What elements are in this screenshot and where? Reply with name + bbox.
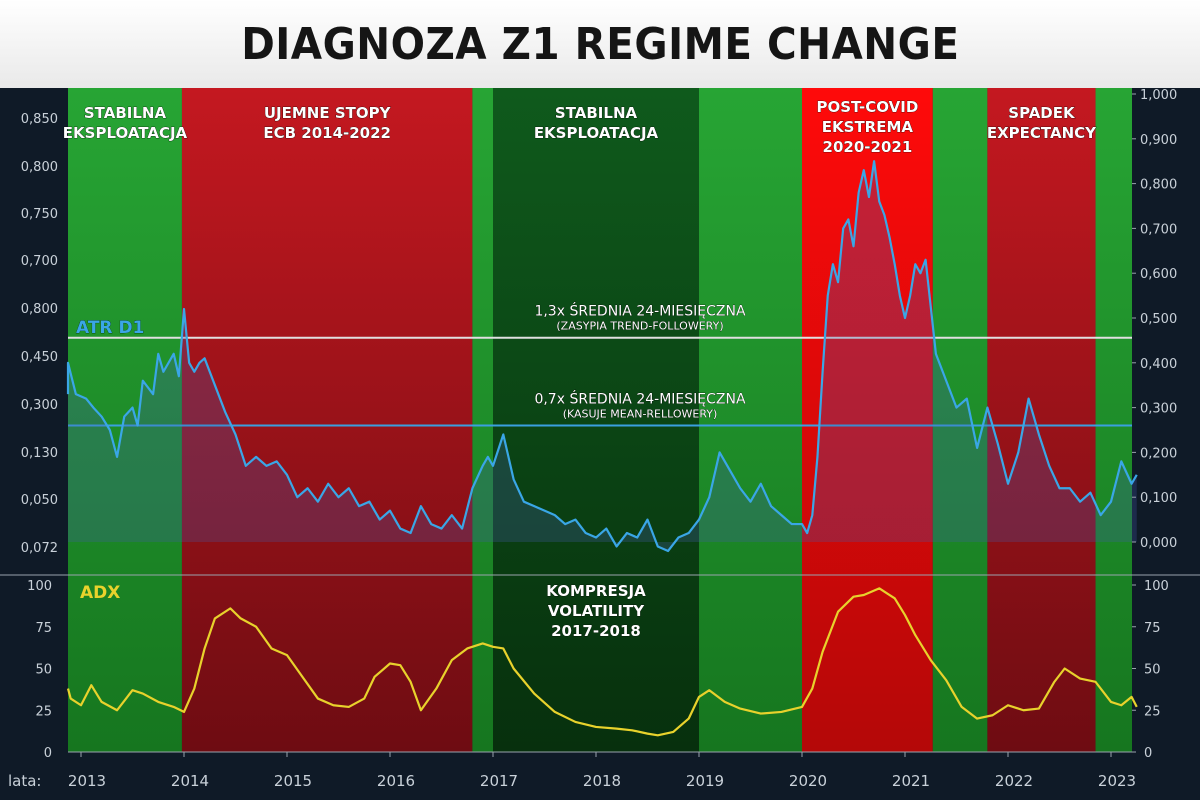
regime-label-7: EXPECTANCY	[987, 124, 1097, 142]
adx-left-tick-label: 100	[27, 579, 52, 594]
regime-band-7	[987, 88, 1096, 752]
left-axis-bg	[0, 88, 68, 760]
left-tick-label: 0,850	[21, 112, 58, 127]
right-tick-label: 1,000	[1140, 88, 1177, 103]
adx-left-tick-label: 75	[35, 621, 52, 636]
right-axis-bg	[1132, 88, 1200, 800]
left-tick-label: 0,072	[21, 541, 58, 556]
left-tick-label: 0,800	[21, 302, 58, 317]
regime-band-2	[472, 88, 493, 752]
adx-right-tick-label: 50	[1144, 663, 1161, 678]
left-tick-label: 0,130	[21, 446, 58, 461]
regime-label-1: UJEMNE STOPY	[264, 104, 392, 122]
x-tick-label: 2013	[68, 772, 106, 790]
regime-label-5: 2020-2021	[823, 138, 913, 156]
regime-band-0	[68, 88, 182, 752]
lower-threshold-label: 0,7x ŚREDNIA 24-MIESIĘCZNA	[534, 390, 745, 408]
adx-right-tick-label: 100	[1144, 579, 1169, 594]
left-tick-label: 0,300	[21, 398, 58, 413]
adx-left-tick-label: 50	[35, 663, 52, 678]
x-tick-label: 2017	[480, 772, 518, 790]
x-tick-label: 2022	[995, 772, 1033, 790]
compression-annotation: KOMPRESJA	[546, 582, 646, 600]
right-tick-label: 0,000	[1140, 536, 1177, 551]
regime-label-0: EKSPLOATACJA	[63, 124, 188, 142]
compression-annotation: VOLATILITY	[548, 602, 645, 620]
upper-threshold-label: 1,3x ŚREDNIA 24-MIESIĘCZNA	[534, 302, 745, 320]
x-tick-label: 2023	[1098, 772, 1136, 790]
x-tick-label: 2018	[583, 772, 621, 790]
right-tick-label: 0,900	[1140, 133, 1177, 148]
regime-label-0: STABILNA	[84, 104, 167, 122]
left-tick-label: 0,800	[21, 160, 58, 175]
compression-annotation: 2017-2018	[551, 622, 641, 640]
regime-band-4	[699, 88, 802, 752]
right-tick-label: 0,100	[1140, 491, 1177, 506]
regime-band-3	[493, 88, 699, 752]
right-tick-label: 0,600	[1140, 267, 1177, 282]
atr-series-line	[66, 160, 1138, 553]
adx-series-label: ADX	[80, 583, 120, 603]
adx-right-tick-label: 75	[1144, 621, 1161, 636]
regime-label-5: POST-COVID	[816, 98, 918, 116]
regime-label-3: EKSPLOATACJA	[534, 124, 659, 142]
upper-threshold-sublabel: (ZASYPIA TREND-FOLLOWERY)	[556, 320, 723, 333]
atr-area	[68, 161, 1137, 551]
chart-title: DIAGNOZA Z1 REGIME CHANGE	[240, 18, 960, 70]
x-tick-label: 2014	[171, 772, 209, 790]
right-tick-label: 0,200	[1140, 446, 1177, 461]
regime-label-7: SPADEK	[1008, 104, 1076, 122]
right-tick-label: 0,400	[1140, 357, 1177, 372]
adx-right-tick-label: 25	[1144, 704, 1161, 719]
right-tick-label: 0,300	[1140, 402, 1177, 417]
right-tick-label: 0,800	[1140, 178, 1177, 193]
adx-right-tick-label: 0	[1144, 746, 1152, 761]
left-tick-label: 0,450	[21, 350, 58, 365]
regime-label-5: EKSTREMA	[822, 118, 914, 136]
regime-label-1: ECB 2014-2022	[263, 124, 391, 142]
x-axis-title: lata:	[8, 772, 42, 790]
regime-band-1	[181, 88, 473, 752]
left-tick-label: 0,750	[21, 207, 58, 222]
x-tick-label: 2016	[377, 772, 415, 790]
x-tick-label: 2020	[789, 772, 827, 790]
left-tick-label: 0,700	[21, 254, 58, 269]
x-tick-label: 2021	[892, 772, 930, 790]
left-tick-label: 0,050	[21, 493, 58, 508]
regime-band-5	[802, 88, 933, 752]
adx-series-line	[66, 587, 1138, 737]
right-tick-label: 0,700	[1140, 222, 1177, 237]
x-tick-label: 2019	[686, 772, 724, 790]
x-axis-bg	[0, 752, 1200, 800]
title-bar: DIAGNOZA Z1 REGIME CHANGE	[0, 0, 1200, 88]
right-tick-label: 0,500	[1140, 312, 1177, 327]
adx-left-tick-label: 0	[44, 746, 52, 761]
regime-band-8	[1095, 88, 1132, 752]
x-tick-label: 2015	[274, 772, 312, 790]
regime-band-6	[932, 88, 988, 752]
adx-left-tick-label: 25	[35, 704, 52, 719]
atr-series-label: ATR D1	[76, 318, 144, 338]
regime-label-3: STABILNA	[555, 104, 638, 122]
lower-threshold-sublabel: (KASUJE MEAN-RELLOWERY)	[563, 408, 718, 421]
